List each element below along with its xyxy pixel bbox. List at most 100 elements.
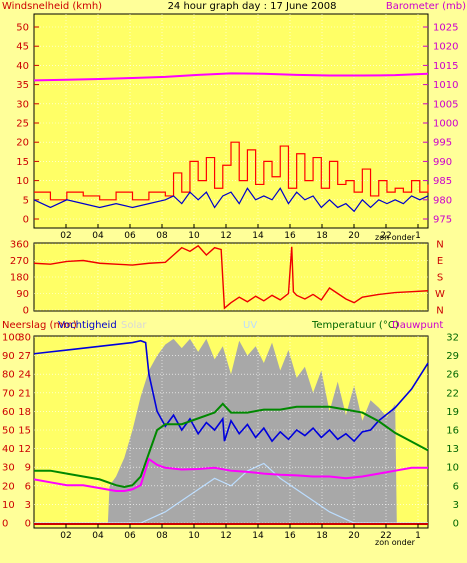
climate-x-tick-label: 08 (156, 531, 168, 541)
humidity-tick-label: 40 (2, 444, 15, 455)
climate-x-tick-label: 10 (188, 531, 200, 541)
wind-x-tick-label: 10 (188, 231, 200, 241)
barometer-tick-label: 1025 (433, 23, 458, 34)
direction-tick-label: 90 (16, 289, 29, 300)
wind-series (33, 72, 429, 213)
humidity-tick-label: 0 (2, 519, 8, 530)
wind-y-tick-label: 10 (16, 176, 29, 187)
sunset-label-top: zon onder (375, 233, 416, 242)
barometer-tick-label: 980 (433, 195, 452, 206)
barometer-tick-label: 990 (433, 157, 452, 168)
compass-point-label: S (437, 273, 443, 284)
direction-tick-label: 180 (10, 273, 29, 284)
compass-point-label: W (435, 289, 445, 300)
rain-tick-label: 30 (18, 333, 31, 344)
wind-x-tick-label: 22 (380, 231, 391, 241)
rain-tick-label: 0 (25, 519, 31, 530)
climate-x-tick-label: 18 (316, 531, 328, 541)
humidity-tick-label: 90 (2, 351, 15, 362)
humidity-tick-label: 100 (2, 333, 21, 344)
humidity-axis-title: Vochtigheid (58, 320, 117, 331)
climate-x-axis: 02 04 06 08 10 12 14 16 18 20 22 1 (60, 524, 421, 541)
temperature-tick-label: 10 (446, 463, 459, 474)
dewpoint-axis-title: Dauwpunt (392, 320, 443, 331)
climate-x-tick-label: 06 (124, 531, 136, 541)
wind-gust-line (34, 141, 429, 201)
wind-y-tick-label: 45 (16, 42, 29, 53)
temperature-line (34, 402, 429, 488)
barometer-tick-label: 1000 (433, 119, 458, 130)
compass-point-label: N (436, 306, 443, 317)
barometer-tick-label: 1020 (433, 42, 458, 53)
climate-x-tick-label: 04 (92, 531, 104, 541)
humidity-tick-label: 30 (2, 463, 15, 474)
wind-x-tick-label: 20 (348, 231, 360, 241)
direction-tick-label: 0 (23, 306, 29, 317)
rain-axis-title: Neerslag (mm) (2, 320, 77, 331)
barometer-tick-label: 1005 (433, 99, 458, 110)
climate-series (33, 339, 429, 525)
solar-axis-title: Solar (121, 320, 147, 331)
wind-y-tick-label: 5 (23, 195, 29, 206)
wind-axis-title: Windsnelheid (kmh) (2, 1, 102, 12)
humidity-tick-label: 20 (2, 481, 15, 492)
sunset-label-bottom: zon onder (375, 538, 416, 547)
dewpoint-line (33, 457, 428, 493)
temperature-tick-label: 26 (446, 370, 459, 381)
climate-x-tick-label: 22 (380, 531, 391, 541)
humidity-tick-label: 70 (2, 388, 15, 399)
barometer-tick-label: 1015 (433, 61, 458, 72)
compass-point-label: N (436, 240, 443, 251)
wind-x-tick-label: 14 (252, 231, 264, 241)
wind-x-axis: 02 04 06 08 10 12 14 16 18 20 22 1 (60, 224, 421, 241)
wind-x-tick-label: 18 (316, 231, 328, 241)
direction-panel (33, 242, 429, 312)
wind-y-tick-label: 40 (16, 61, 29, 72)
wind-y-tick-label: 35 (16, 80, 29, 91)
climate-x-tick-label: 14 (252, 531, 264, 541)
wind-x-tick-label: 02 (60, 231, 71, 241)
wind-x-tick-label: 12 (220, 231, 231, 241)
rain-tick-label: 3 (25, 500, 31, 511)
barometer-axis-title: Barometer (mb) (386, 1, 466, 12)
chart-title: 24 hour graph day : 17 June 2008 (168, 1, 337, 12)
wind-y-tick-label: 20 (16, 138, 29, 149)
direction-y-axis: 0 90 180 270 360 (10, 240, 29, 317)
wind-y-axis: 0 5 10 15 20 25 30 35 40 45 50 (16, 23, 29, 226)
climate-grid (34, 336, 428, 528)
barometer-tick-label: 1010 (433, 80, 458, 91)
climate-y-axes: 0 0 0 10 3 3 20 6 6 30 9 10 40 12 13 50 15 16 60 18 19 70 21 22… (2, 333, 459, 530)
wind-y-tick-label: 30 (16, 99, 29, 110)
rain-tick-label: 15 (18, 426, 31, 437)
temperature-tick-label: 19 (446, 407, 459, 418)
rain-tick-label: 6 (25, 481, 31, 492)
barometer-tick-label: 985 (433, 176, 452, 187)
rain-tick-label: 9 (25, 463, 31, 474)
rain-tick-label: 24 (18, 370, 31, 381)
rain-tick-label: 21 (18, 388, 31, 399)
rain-tick-label: 18 (18, 407, 31, 418)
temperature-tick-label: 13 (446, 444, 459, 455)
temperature-axis-title: Temperatuur (°C) (311, 320, 399, 331)
wind-x-tick-label: 04 (92, 231, 104, 241)
temperature-tick-label: 29 (446, 351, 459, 362)
wind-y-tick-label: 0 (23, 215, 29, 226)
climate-x-tick-label: 1 (415, 531, 421, 541)
barometer-y-axis: 975 980 985 990 995 1000 1005 1010 1015 1020 1025 (433, 23, 458, 226)
temperature-tick-label: 16 (446, 426, 459, 437)
humidity-tick-label: 50 (2, 426, 15, 437)
wind-y-tick-label: 15 (16, 157, 29, 168)
wind-average-line (33, 187, 429, 213)
barometer-tick-label: 975 (433, 215, 452, 226)
wind-y-tick-label: 50 (16, 23, 29, 34)
humidity-tick-label: 10 (2, 500, 15, 511)
wind-direction-line (33, 244, 429, 310)
temperature-tick-label: 0 (453, 519, 459, 530)
humidity-line (33, 339, 429, 443)
temperature-tick-label: 3 (453, 500, 459, 511)
wind-x-tick-label: 08 (156, 231, 168, 241)
climate-x-tick-label: 20 (348, 531, 360, 541)
temperature-tick-label: 6 (453, 481, 459, 492)
